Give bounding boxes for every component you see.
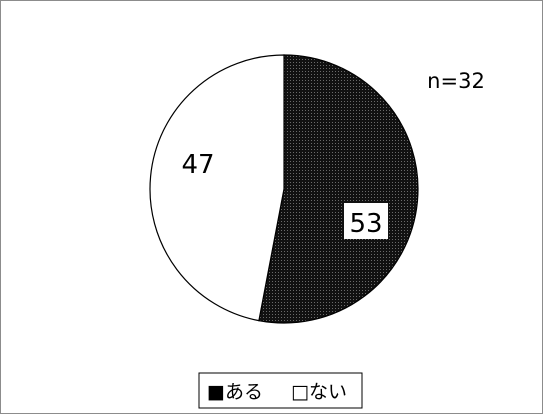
sample-size-note: n=32 xyxy=(427,69,485,93)
pie-slices xyxy=(149,54,419,324)
legend-item-yes: ■ある xyxy=(207,381,263,403)
legend: ■ある □ない xyxy=(198,372,363,409)
pie-slice-no xyxy=(149,54,285,322)
legend-label-no: ない xyxy=(309,381,347,403)
data-label-group-yes: 53 xyxy=(344,203,388,239)
data-label-no: 47 xyxy=(181,150,214,180)
legend-item-no: □ない xyxy=(291,381,347,403)
data-label-yes: 53 xyxy=(349,209,382,239)
legend-label-yes: ある xyxy=(225,381,263,403)
data-label-yes-background xyxy=(344,203,388,239)
legend-marker-yes: ■ xyxy=(207,381,225,403)
pie-slice-yes xyxy=(258,54,419,324)
legend-marker-no: □ xyxy=(291,381,309,403)
legend-box xyxy=(198,372,363,409)
